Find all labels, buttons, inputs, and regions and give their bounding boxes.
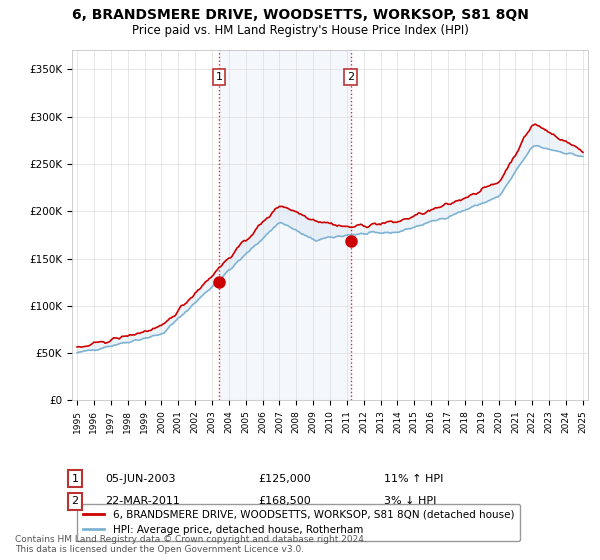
Text: Contains HM Land Registry data © Crown copyright and database right 2024.
This d: Contains HM Land Registry data © Crown c…: [15, 535, 367, 554]
Text: 1: 1: [71, 474, 79, 484]
Bar: [219, 50, 350, 400]
Text: 6, BRANDSMERE DRIVE, WOODSETTS, WORKSOP, S81 8QN: 6, BRANDSMERE DRIVE, WOODSETTS, WORKSOP,…: [71, 8, 529, 22]
Text: 2: 2: [347, 72, 354, 82]
Text: £125,000: £125,000: [258, 474, 311, 484]
Text: £168,500: £168,500: [258, 496, 311, 506]
Text: 3% ↓ HPI: 3% ↓ HPI: [384, 496, 436, 506]
Text: 05-JUN-2003: 05-JUN-2003: [105, 474, 176, 484]
Legend: 6, BRANDSMERE DRIVE, WOODSETTS, WORKSOP, S81 8QN (detached house), HPI: Average : 6, BRANDSMERE DRIVE, WOODSETTS, WORKSOP,…: [77, 503, 520, 542]
Text: 2: 2: [71, 496, 79, 506]
Text: Price paid vs. HM Land Registry's House Price Index (HPI): Price paid vs. HM Land Registry's House …: [131, 24, 469, 36]
Text: 1: 1: [215, 72, 223, 82]
Text: 11% ↑ HPI: 11% ↑ HPI: [384, 474, 443, 484]
Text: 22-MAR-2011: 22-MAR-2011: [105, 496, 180, 506]
